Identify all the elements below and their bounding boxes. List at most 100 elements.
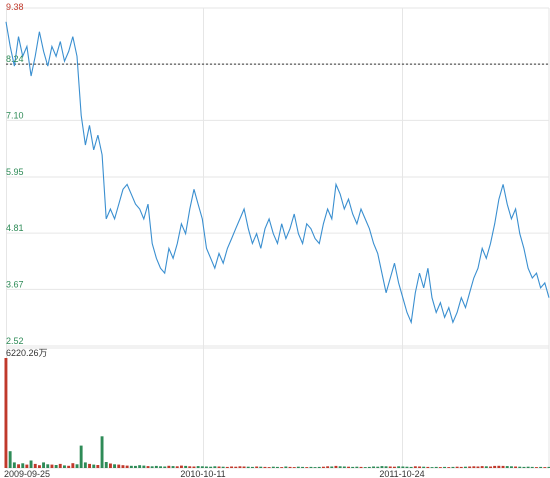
volume-bar (459, 466, 463, 468)
volume-bar (255, 466, 259, 468)
volume-bar (196, 466, 200, 468)
volume-bar (451, 466, 455, 468)
y-tick-label: 4.81 (6, 223, 24, 233)
price-line (5, 21, 550, 325)
volume-bar (501, 465, 505, 468)
volume-bar (12, 462, 16, 468)
volume-bars (4, 358, 550, 468)
volume-bar (63, 465, 66, 468)
volume-bar (393, 466, 396, 468)
volume-bar (535, 467, 538, 468)
volume-bar (150, 466, 154, 468)
volume-bar (342, 466, 346, 468)
volume-bar (405, 466, 409, 468)
volume-bar (121, 465, 125, 468)
volume-bar (251, 466, 254, 468)
volume-bar (71, 463, 75, 468)
volume-bar (29, 460, 33, 468)
volume-bar (88, 463, 91, 468)
y-tick-label: 5.95 (6, 167, 24, 177)
volume-bar (493, 465, 497, 468)
volume-bar (530, 466, 534, 468)
volume-bar (338, 466, 342, 468)
volume-bar (426, 466, 430, 468)
volume-bar (246, 466, 250, 468)
volume-bar (192, 466, 196, 468)
volume-bar (443, 466, 446, 468)
volume-bar (455, 466, 459, 468)
volume-bar (271, 466, 275, 468)
volume-bar (138, 465, 142, 468)
volume-bar (409, 466, 413, 468)
volume-bar (225, 466, 229, 468)
volume-bar (522, 466, 526, 468)
volume-bar (476, 466, 480, 468)
volume-bar (510, 466, 513, 468)
x-axis-ticks: 2009-09-25 2010-10-11 2011-10-24 (4, 469, 425, 478)
volume-bar (505, 466, 509, 468)
volume-bar (38, 465, 41, 468)
volume-bar (489, 466, 492, 468)
volume-bar (58, 463, 62, 468)
volume-bar (209, 466, 213, 468)
volume-bar (17, 464, 20, 468)
volume-bar (242, 466, 246, 468)
volume-bar (171, 466, 175, 468)
volume-bar (46, 464, 50, 468)
volume-bar (234, 466, 238, 468)
volume-bar (313, 467, 317, 468)
volume-bar (526, 466, 530, 468)
volume-bar (363, 467, 367, 468)
volume-bar (334, 465, 338, 468)
volume-bar (238, 466, 242, 468)
volume-bar (292, 467, 296, 468)
volume-bar (134, 465, 137, 468)
volume-bar (79, 445, 83, 468)
volume-bar (159, 466, 162, 468)
volume-bar (167, 465, 171, 468)
volume-bar (359, 466, 363, 468)
volume-bar (213, 466, 217, 468)
volume-bar (518, 466, 522, 468)
volume-bar (330, 466, 334, 468)
y-tick-label: 8.24 (6, 54, 24, 64)
volume-bar (142, 465, 146, 468)
volume-bar (376, 466, 380, 468)
y-tick-label: 3.67 (6, 279, 24, 289)
volume-bar (113, 464, 116, 468)
volume-bar (8, 451, 12, 468)
volume-bar (351, 466, 355, 468)
volume-bar (317, 466, 321, 468)
volume-bar (480, 466, 484, 468)
volume-bar (367, 466, 371, 468)
volume-bar (309, 466, 313, 468)
volume-bar (497, 465, 501, 468)
volume-bar (422, 466, 426, 468)
volume-bar (25, 464, 29, 468)
volume-bar (50, 464, 54, 468)
volume-bar (284, 466, 288, 468)
volume-bar (288, 466, 292, 468)
y-axis-ticks: 9.38 8.24 7.10 5.95 4.81 3.67 2.52 (6, 2, 24, 346)
volume-bar (447, 467, 451, 468)
volume-bar (200, 466, 204, 468)
volume-bar (104, 462, 108, 468)
volume-bar (438, 467, 442, 468)
volume-bar (547, 466, 550, 468)
volume-bar (355, 466, 359, 468)
volume-bar (276, 466, 279, 468)
volume-bar (413, 466, 417, 468)
volume-bar (259, 466, 263, 468)
volume-bar (397, 466, 401, 468)
volume-bar (42, 462, 45, 468)
volume-bar (75, 464, 79, 468)
x-tick-label: 2010-10-11 (180, 469, 225, 478)
volume-bar (418, 466, 421, 468)
volume-bar (267, 467, 271, 468)
volume-bar (125, 465, 129, 468)
volume-bar (217, 466, 221, 468)
volume-bar (347, 466, 350, 468)
volume-bar (280, 467, 284, 468)
volume-bar (33, 463, 37, 468)
